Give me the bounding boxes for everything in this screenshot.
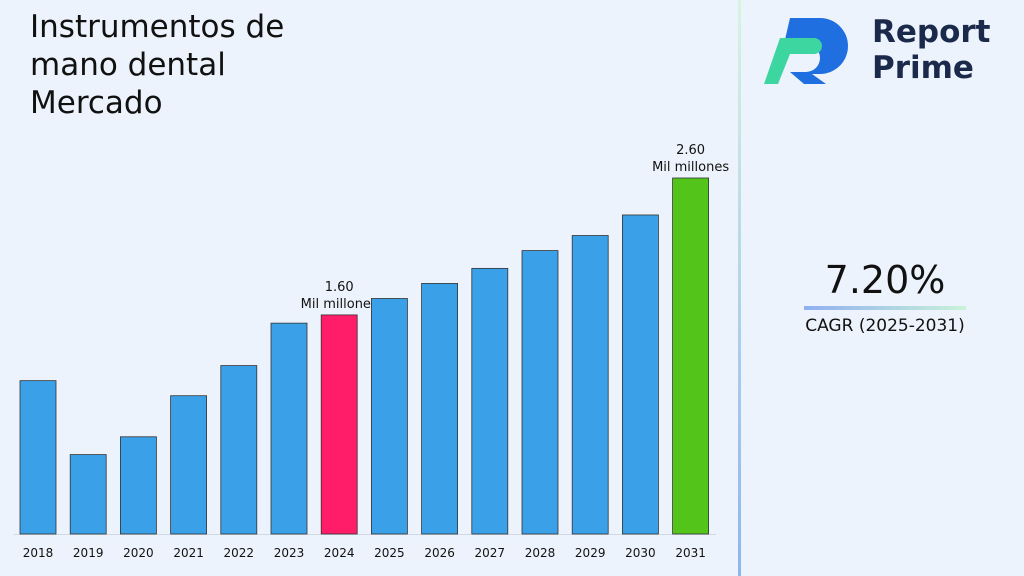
cagr-label: CAGR (2025-2031): [805, 316, 965, 336]
bar: [19, 380, 57, 535]
x-tick-label: 2019: [73, 546, 104, 560]
bar: [320, 314, 358, 535]
bar: [622, 214, 659, 535]
bar: [421, 283, 459, 535]
chart: 2018 2019 2020 2021 2022 2023 2024 1.60 Mil mill…: [14, 143, 729, 560]
x-tick-label: 2020: [123, 546, 154, 560]
x-tick-label: 2028: [525, 546, 556, 560]
logo-line: Report: [872, 14, 991, 50]
logo-text: Report Prime: [872, 14, 991, 86]
bar: [672, 177, 709, 535]
bar: [220, 365, 258, 535]
value-label: 1.60: [325, 280, 354, 295]
cagr-panel: 7.20% CAGR (2025-2031): [800, 258, 970, 336]
divider: [738, 0, 741, 576]
x-tick-label: 2024: [324, 546, 355, 560]
x-tick-label: 2018: [23, 546, 54, 560]
x-tick-label: 2025: [374, 546, 405, 560]
logo-line: Prime: [872, 50, 974, 86]
x-tick-label: 2027: [475, 546, 506, 560]
bar: [571, 235, 609, 535]
chart-title: Instrumentos de mano dental Mercado: [30, 9, 285, 121]
cagr-underline: [804, 306, 966, 310]
cagr-value: 7.20%: [824, 258, 946, 302]
bar: [270, 322, 308, 535]
value-unit: Mil millones: [652, 160, 729, 175]
value-unit: Mil millones: [301, 297, 378, 312]
bar: [370, 298, 408, 535]
x-tick-label: 2026: [424, 546, 455, 560]
bar: [471, 267, 509, 535]
x-tick-label: 2031: [675, 546, 706, 560]
x-tick-label: 2030: [625, 546, 656, 560]
bar: [170, 395, 208, 535]
bar: [69, 454, 107, 535]
x-tick-label: 2029: [575, 546, 606, 560]
value-label: 2.60: [676, 143, 705, 158]
bar: [120, 436, 157, 535]
x-tick-label: 2023: [274, 546, 305, 560]
bar: [521, 250, 559, 535]
x-tick-label: 2021: [173, 546, 204, 560]
x-tick-label: 2022: [224, 546, 255, 560]
